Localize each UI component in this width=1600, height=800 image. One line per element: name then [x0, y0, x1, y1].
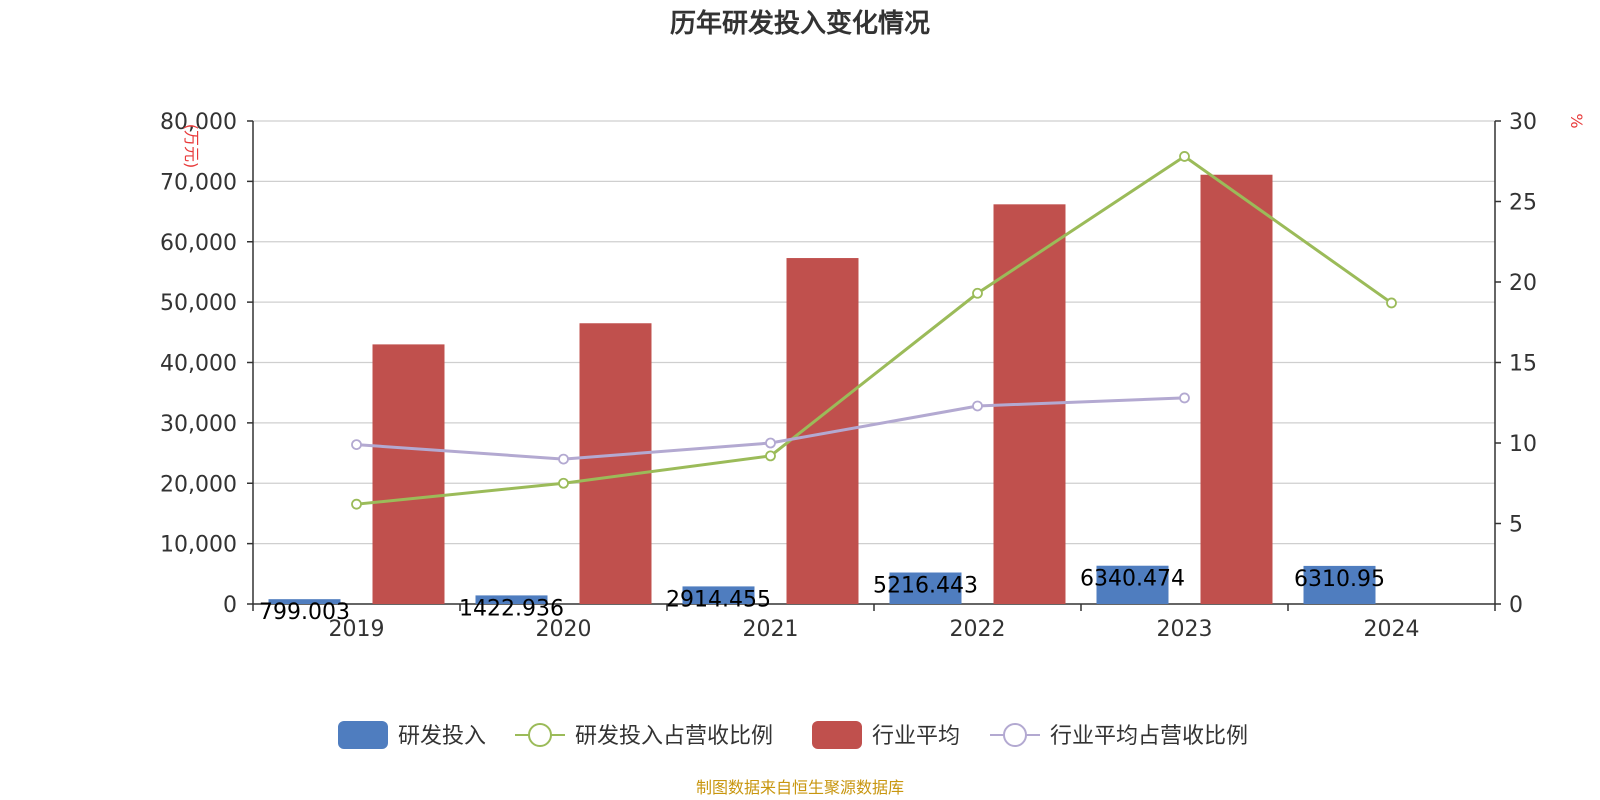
x-tick-label: 2021: [743, 617, 799, 642]
left-tick-label: 10,000: [160, 533, 237, 558]
bar-value-label: 2914.455: [666, 587, 771, 612]
bar-value-label: 6310.95: [1294, 567, 1385, 592]
bar-rd-investment: [682, 586, 755, 604]
left-tick-label: 40,000: [160, 352, 237, 377]
legend-label: 研发投入占营收比例: [575, 724, 773, 749]
legend-label: 研发投入: [398, 724, 486, 749]
bar-value-label: 799.003: [259, 600, 350, 625]
bar-industry-average: [372, 344, 445, 604]
right-tick-label: 30: [1509, 110, 1537, 135]
x-tick-label: 2020: [536, 617, 592, 642]
right-tick-label: 10: [1509, 432, 1537, 457]
right-tick-label: 20: [1509, 271, 1537, 296]
legend-label: 行业平均: [872, 724, 960, 749]
right-axis-unit: %: [1567, 113, 1586, 128]
line-point: [972, 287, 983, 299]
x-tick-label: 2023: [1157, 617, 1213, 642]
legend-swatch-bar: [812, 721, 862, 749]
legend-swatch-bar: [338, 721, 388, 749]
right-tick-label: 15: [1509, 352, 1537, 377]
bar-industry-average: [1200, 174, 1273, 604]
line-point: [972, 400, 983, 412]
chart-title: 历年研发投入变化情况: [670, 8, 930, 39]
bar-rd-investment: [1096, 565, 1169, 604]
right-tick-label: 25: [1509, 191, 1537, 216]
x-tick-label: 2019: [329, 617, 385, 642]
line-point: [351, 439, 362, 451]
bar-rd-investment: [889, 572, 962, 604]
legend-swatch-marker: [1003, 723, 1027, 747]
bar-industry-average: [579, 323, 652, 604]
bar-value-label: 1422.936: [459, 596, 564, 621]
left-tick-label: 20,000: [160, 472, 237, 497]
data-labels: 799.003 1422.936 2914.455 5216.443 6340.474 6…: [259, 567, 1385, 625]
bar-rd-investment: [1303, 565, 1376, 604]
bar-rd-investment: [268, 599, 341, 604]
bar-rd-investment: [475, 595, 548, 604]
axes: 0 10,000 20,000 30,000 40,000 50,000 60,000 70,…: [160, 110, 1586, 642]
line-series-1: [356, 154, 1393, 506]
bar-value-label: 5216.443: [873, 574, 978, 599]
x-tick-label: 2024: [1364, 617, 1420, 642]
line-point: [558, 477, 569, 489]
line-point: [558, 453, 569, 465]
left-tick-label: 60,000: [160, 231, 237, 256]
x-tick-label: 2022: [950, 617, 1006, 642]
right-tick-label: 0: [1509, 593, 1523, 618]
line-point: [765, 437, 776, 449]
line-point: [1179, 392, 1190, 404]
bar-value-label: 6340.474: [1080, 567, 1185, 592]
line-point: [1179, 151, 1190, 162]
source-note: 制图数据来自恒生聚源数据库: [696, 778, 904, 797]
lines: [351, 151, 1397, 510]
grid-lines: [253, 120, 1495, 545]
bars: [268, 174, 1376, 604]
line-point: [351, 498, 362, 510]
left-tick-label: 70,000: [160, 170, 237, 195]
line-point: [1386, 297, 1397, 309]
right-tick-label: 5: [1509, 513, 1523, 538]
legend-label: 行业平均占营收比例: [1050, 724, 1248, 749]
left-tick-label: 80,000: [160, 110, 237, 135]
left-tick-label: 50,000: [160, 291, 237, 316]
line-point: [765, 450, 776, 462]
legend-swatch-marker: [528, 723, 552, 747]
left-tick-label: 30,000: [160, 412, 237, 437]
legend: 研发投入 研发投入占营收比例 行业平均 行业平均占营收比例: [338, 721, 1248, 749]
left-tick-label: 0: [223, 593, 237, 618]
left-axis-unit: (万元): [182, 124, 201, 169]
bar-industry-average: [786, 258, 859, 604]
